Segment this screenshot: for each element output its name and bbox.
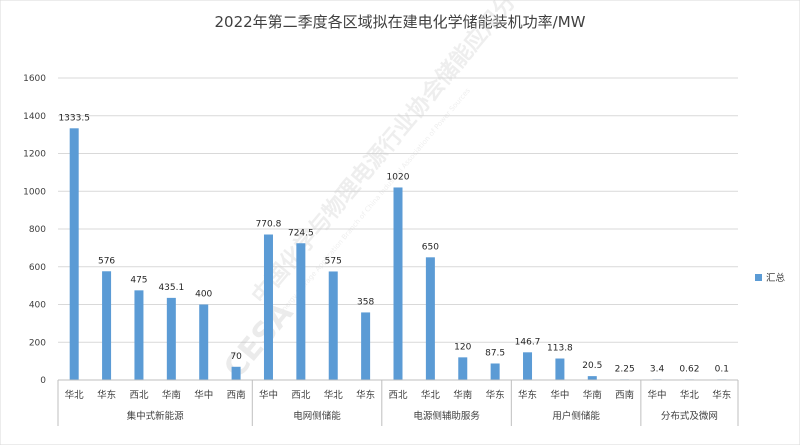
data-label: 146.7 [515,337,541,347]
y-tick-label: 0 [40,376,46,386]
data-label: 475 [130,275,147,285]
bar [199,304,209,380]
x-tick-label: 华南 [162,389,181,401]
y-tick-label: 1000 [23,187,46,197]
legend-swatch [755,274,762,281]
x-tick-label: 华东 [97,389,116,401]
bar [458,357,468,380]
group-label: 电源侧辅助服务 [413,410,480,422]
x-tick-label: 华中 [259,389,278,401]
data-label: 1020 [387,172,410,182]
x-tick-label: 华北 [680,389,700,401]
x-tick-label: 西北 [129,390,149,401]
x-tick-label: 华中 [194,389,213,401]
bar [263,234,273,380]
bar [555,358,565,380]
bar [425,257,435,380]
legend-label: 汇总 [766,272,786,284]
data-label: 724.5 [288,228,314,238]
y-tick-label: 1400 [23,112,46,122]
x-tick-label: 华北 [65,389,85,401]
x-tick-label: 华南 [453,389,472,401]
y-tick-label: 400 [29,301,46,311]
x-tick-label: 华中 [550,389,569,401]
data-label: 576 [98,256,115,266]
data-label: 113.8 [547,344,573,354]
data-label: 358 [357,297,374,307]
data-label: 435.1 [158,283,184,293]
y-tick-label: 200 [29,338,46,348]
bars [69,128,727,380]
data-label: 20.5 [582,361,602,371]
x-tick-label: 西北 [291,390,311,401]
x-tick-label: 华东 [356,389,375,401]
x-tick-label: 华东 [518,389,537,401]
data-label: 70 [230,352,242,362]
data-label: 2.25 [615,364,635,374]
group-label: 用户侧储能 [552,410,600,422]
data-label: 0.1 [715,364,729,374]
bar [69,128,79,380]
bar [490,363,500,380]
bar [328,271,338,380]
y-tick-label: 1600 [23,74,46,84]
bar [231,366,241,380]
data-label: 575 [325,256,342,266]
bar [393,187,403,380]
data-label: 87.5 [485,348,505,358]
group-label: 电网侧储能 [293,410,341,422]
x-tick-label: 华北 [324,389,344,401]
y-tick-label: 1200 [23,150,46,160]
data-label: 1333.5 [58,113,90,123]
data-label: 0.62 [679,364,699,374]
data-label: 650 [422,242,439,252]
data-label: 120 [454,342,471,352]
bar [296,243,306,380]
x-tick-label: 华南 [583,389,602,401]
x-tick-label: 华东 [712,389,731,401]
data-label: 770.8 [256,220,282,230]
y-tick-label: 800 [29,225,46,235]
x-tick-label: 华中 [648,389,667,401]
x-tick-label: 西南 [227,389,246,401]
x-tick-label: 华北 [421,389,441,401]
data-label: 3.4 [650,364,665,374]
bar [587,376,597,380]
y-axis: 0 200 400 600 800 1000 1200 1400 1600 [23,74,46,386]
x-tick-label: 华东 [486,389,505,401]
bar [523,352,533,380]
data-label: 400 [195,290,212,300]
bar [134,290,144,380]
group-label: 分布式及微网 [661,410,718,422]
group-label: 集中式新能源 [127,410,185,422]
x-tick-label: 西南 [615,389,634,401]
chart-title: 2022年第二季度各区域拟在建电化学储能装机功率/MW [214,13,585,31]
bar [166,297,176,380]
legend: 汇总 [755,272,786,284]
x-tick-label: 西北 [388,390,408,401]
bar [361,312,371,380]
bar [102,271,112,380]
data-labels: 1333.5 576 475 435.1 400 70 770.8 724.5 575 358 10… [58,113,729,374]
y-tick-label: 600 [29,263,46,273]
